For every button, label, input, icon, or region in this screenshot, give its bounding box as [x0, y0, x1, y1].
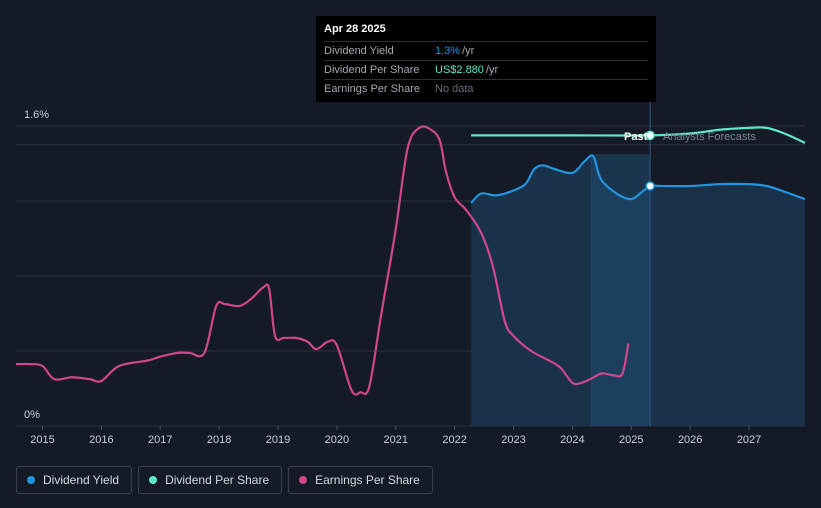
dividend-yield-line [470, 154, 806, 204]
y-tick-label: 0% [24, 409, 40, 421]
x-tick-label: 2022 [442, 434, 466, 446]
tooltip-value: 1.3% [435, 45, 461, 57]
tooltip-label: Earnings Per Share [324, 83, 420, 95]
tooltip-row-dividend-per-share: Dividend Per Share US$2.880 /yr [324, 60, 648, 79]
tooltip-unit: /yr [485, 64, 499, 76]
x-tick-label: 2017 [148, 434, 172, 446]
x-tick-label: 2015 [30, 434, 54, 446]
x-tick-label: 2025 [619, 434, 643, 446]
y-tick-label: 1.6% [24, 109, 49, 121]
tooltip-row-earnings-per-share: Earnings Per Share No data [324, 79, 648, 98]
x-tick-label: 2018 [207, 434, 231, 446]
x-tick-label: 2020 [325, 434, 349, 446]
x-tick-label: 2024 [560, 434, 584, 446]
tooltip-row-dividend-yield: Dividend Yield 1.3% /yr [324, 41, 648, 60]
tooltip-date: Apr 28 2025 [324, 23, 386, 35]
legend-label: Earnings Per Share [315, 473, 420, 487]
past-label: Past [624, 131, 648, 143]
x-tick-label: 2023 [501, 434, 525, 446]
x-tick-label: 2027 [737, 434, 761, 446]
legend-item-dividend-per-share[interactable]: Dividend Per Share [138, 466, 283, 494]
series-lines [15, 125, 806, 396]
tooltip-value: US$2.880 [435, 64, 484, 76]
hover-markers [645, 130, 655, 191]
forecast-label: Analysts Forecasts [663, 131, 756, 143]
legend: Dividend Yield Dividend Per Share Earnin… [16, 466, 433, 494]
x-tick-label: 2019 [266, 434, 290, 446]
tooltip-label: Dividend Yield [324, 45, 394, 57]
x-axis: 2015 2016 2017 2018 2019 2020 2021 2022 2023 2024… [30, 426, 761, 446]
legend-dot-icon [27, 476, 35, 484]
y-axis: 1.6% 0% [24, 109, 49, 421]
tooltip-unit: /yr [462, 45, 475, 57]
tooltip-label: Dividend Per Share [324, 64, 420, 76]
tooltip-value: No data [435, 83, 474, 95]
dividend-per-share-marker [645, 130, 655, 141]
legend-label: Dividend Per Share [165, 473, 270, 487]
tooltip: Apr 28 2025 Dividend Yield 1.3% /yr Divi… [316, 16, 656, 102]
legend-item-dividend-yield[interactable]: Dividend Yield [16, 466, 133, 494]
x-tick-label: 2016 [89, 434, 113, 446]
legend-dot-icon [149, 476, 158, 484]
dividend-yield-marker [645, 181, 655, 191]
x-tick-label: 2026 [678, 434, 702, 446]
earnings-per-share-line [15, 125, 630, 396]
highlight-band [591, 154, 651, 426]
forecast-areas [471, 100, 805, 426]
legend-item-earnings-per-share[interactable]: Earnings Per Share [288, 466, 433, 494]
x-tick-label: 2021 [384, 434, 408, 446]
legend-dot-icon [299, 476, 308, 484]
legend-label: Dividend Yield [43, 473, 120, 487]
dividend-per-share-line [471, 126, 806, 144]
